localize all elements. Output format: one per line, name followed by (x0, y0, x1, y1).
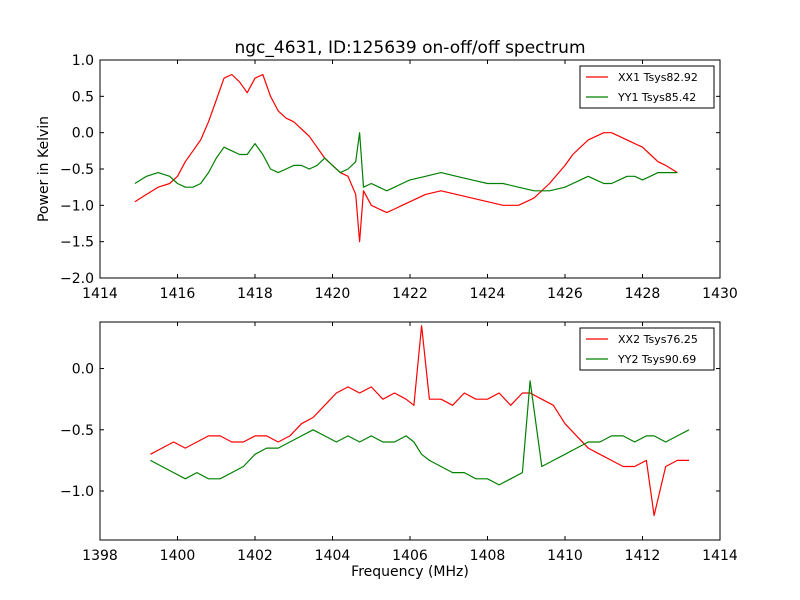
y-tick-label: −2.0 (60, 271, 94, 287)
legend-entry-label: YY1 Tsys85.42 (617, 91, 696, 104)
x-tick-label: 1412 (625, 548, 661, 564)
x-axis-label: Frequency (MHz) (351, 564, 469, 580)
x-tick-label: 1428 (625, 286, 661, 302)
x-tick-label: 1400 (160, 548, 196, 564)
legend-box (579, 65, 715, 109)
legend-entry-label: XX1 Tsys82.92 (618, 71, 698, 84)
series-line-yy-panel-2 (150, 380, 690, 486)
series-line-xx-panel-1 (134, 73, 678, 243)
y-tick-label: −1.0 (60, 484, 94, 500)
figure-title: ngc_4631, ID:125639 on-off/off spectrum (234, 38, 585, 58)
x-tick-label: 1410 (547, 548, 583, 564)
x-tick-label: 1424 (470, 286, 506, 302)
x-tick-label: 1398 (82, 548, 118, 564)
x-tick-label: 1404 (315, 548, 351, 564)
x-tick-label: 1420 (315, 286, 351, 302)
legend-entry-label: YY2 Tsys90.69 (617, 353, 696, 366)
legend: XX1 Tsys82.92 YY1 Tsys85.42 (579, 65, 715, 109)
x-tick-label: 1402 (237, 548, 273, 564)
legend-entry-label: XX2 Tsys76.25 (618, 333, 698, 346)
legend-box (579, 327, 715, 371)
legend: XX2 Tsys76.25 YY2 Tsys90.69 (579, 327, 715, 371)
y-tick-label: 1.0 (72, 53, 94, 69)
x-tick-label: 1414 (82, 286, 118, 302)
y-tick-label: 0.0 (72, 362, 94, 378)
y-tick-label: −1.0 (60, 198, 94, 214)
x-tick-label: 1416 (160, 286, 196, 302)
x-tick-label: 1430 (702, 286, 738, 302)
x-tick-label: 1408 (470, 548, 506, 564)
bottom-panel: 1398 1400 1402 1404 1406 1408 1410 1412 1414 −1.0… (60, 321, 738, 564)
x-tick-label: 1418 (237, 286, 273, 302)
top-panel: 1414 1416 1418 1420 1422 1424 1426 1428 1430 −2.0… (60, 53, 738, 302)
x-tick-label: 1414 (702, 548, 738, 564)
series-line-yy-panel-1 (134, 132, 678, 192)
x-tick-label: 1406 (392, 548, 428, 564)
y-axis-label: Power in Kelvin (36, 116, 52, 222)
series-line-xx-panel-2 (150, 325, 689, 517)
y-tick-label: 0.5 (72, 89, 94, 105)
y-tick-label: −1.5 (60, 235, 94, 251)
x-tick-label: 1422 (392, 286, 428, 302)
y-tick-label: 0.0 (72, 126, 94, 142)
x-tick-label: 1426 (547, 286, 583, 302)
y-tick-label: −0.5 (60, 162, 94, 178)
y-tick-label: −0.5 (60, 423, 94, 439)
